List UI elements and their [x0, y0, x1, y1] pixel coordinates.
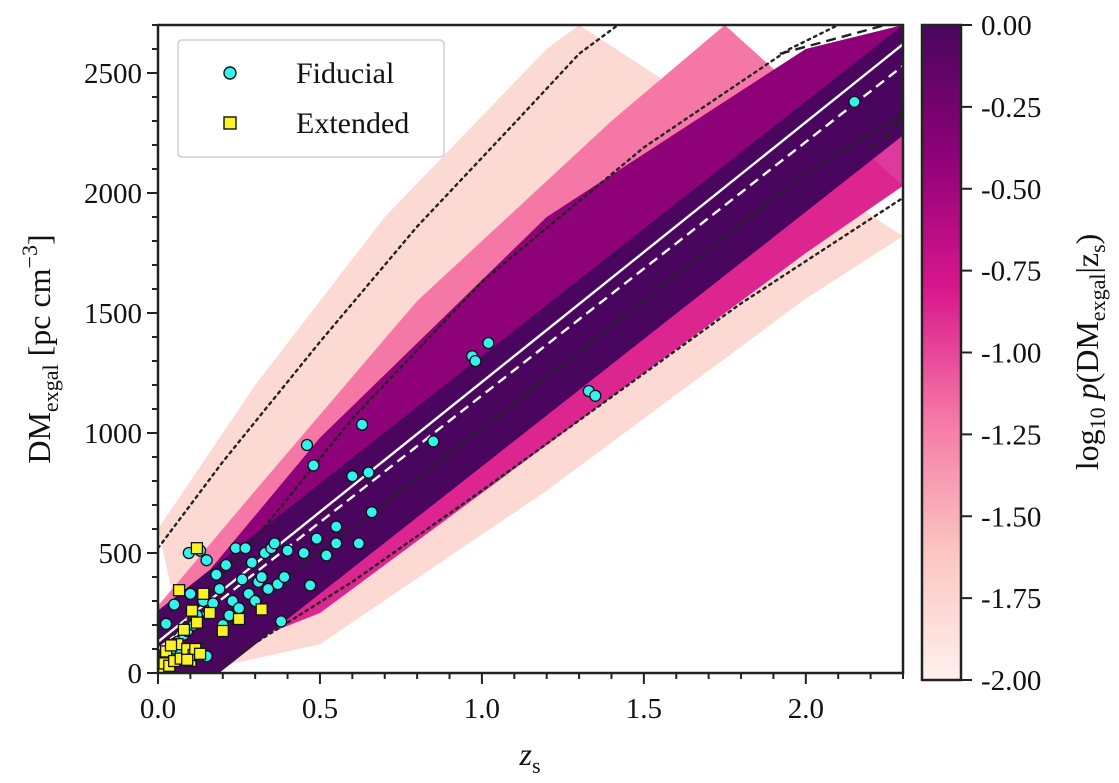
plot-area: 0.0 0.5 1.0 1.5 2.0 0 500 1000 1500 2000 2500 — [84, 23, 905, 725]
y-tick-label: 2000 — [84, 178, 142, 210]
model-line-dotted-3 — [172, 25, 840, 636]
point-fiducial-60 — [482, 336, 495, 350]
point-extended-19 — [216, 624, 229, 638]
point-fiducial-53 — [352, 537, 365, 550]
x-tick-label: 0.5 — [302, 693, 338, 725]
point-fiducial-62 — [589, 389, 602, 402]
point-fiducial-54 — [355, 418, 369, 431]
data-points — [158, 95, 861, 673]
model-line-dotted-2 — [158, 25, 620, 550]
point-extended-15 — [190, 616, 204, 629]
point-fiducial-45 — [300, 438, 314, 452]
density-map — [158, 25, 903, 673]
point-fiducial-3 — [159, 617, 173, 630]
y-tick-label: 0 — [128, 658, 143, 690]
point-extended-23 — [181, 653, 194, 666]
point-extended-16 — [193, 647, 207, 660]
model-line-solid-0 — [158, 43, 903, 643]
colorbar-tick-label: -0.25 — [981, 92, 1041, 124]
point-fiducial-41 — [274, 615, 288, 628]
point-fiducial-22 — [213, 582, 226, 596]
point-fiducial-32 — [245, 556, 259, 569]
colorbar-tick-label: -2.00 — [981, 665, 1041, 697]
legend-marker-extended — [223, 116, 237, 130]
y-tick-label: 500 — [99, 538, 143, 570]
model-line-dotted-7 — [221, 196, 903, 665]
model-line-dotted-5 — [172, 112, 903, 667]
colorbar-tick-label: -1.25 — [981, 419, 1041, 451]
point-fiducial-63 — [848, 95, 861, 108]
model-line-dashed-1 — [158, 64, 903, 650]
point-fiducial-37 — [261, 582, 275, 596]
colorbar: 0.00 -0.25 -0.50 -0.75 -1.00 -1.25 -1.50 -1.75 -… — [920, 10, 1112, 697]
point-fiducial-51 — [330, 520, 343, 533]
x-tick-label: 1.0 — [464, 693, 500, 725]
point-extended-18 — [203, 606, 216, 620]
point-fiducial-56 — [365, 506, 378, 519]
point-extended-20 — [232, 612, 246, 626]
point-fiducial-50 — [330, 537, 343, 550]
point-fiducial-29 — [236, 573, 249, 586]
point-extended-21 — [255, 603, 268, 616]
point-fiducial-24 — [219, 558, 233, 572]
point-fiducial-57 — [427, 435, 440, 448]
colorbar-tick-label: -1.50 — [981, 501, 1041, 533]
point-extended-14 — [190, 542, 204, 555]
point-extended-11 — [185, 604, 199, 617]
x-axis-label: zs — [518, 736, 540, 778]
legend-marker-fiducial — [223, 66, 237, 80]
legend-box — [177, 39, 445, 158]
legend: Fiducial Extended — [177, 39, 445, 158]
point-fiducial-48 — [310, 532, 323, 545]
point-fiducial-49 — [320, 549, 333, 562]
point-extended-6 — [172, 584, 186, 597]
y-axis-ticks: 0 500 1000 1500 2000 2500 — [84, 24, 158, 690]
model-line-dashed-4 — [779, 25, 890, 55]
point-fiducial-21 — [210, 568, 223, 581]
colorbar-tick-label: -0.75 — [981, 256, 1041, 288]
colorbar-label: log10 p(DMexgal|zs) — [1069, 234, 1112, 471]
point-fiducial-42 — [278, 570, 291, 584]
point-fiducial-52 — [346, 470, 359, 483]
colorbar-tick-label: -1.00 — [981, 338, 1041, 370]
x-axis-ticks: 0.0 0.5 1.0 1.5 2.0 — [140, 673, 904, 725]
density-ridge — [158, 25, 903, 673]
point-fiducial-43 — [281, 544, 294, 557]
point-fiducial-47 — [307, 459, 320, 472]
model-lines — [158, 25, 903, 667]
point-extended-17 — [197, 587, 210, 600]
point-fiducial-30 — [239, 542, 252, 555]
legend-label-extended: Extended — [296, 107, 409, 140]
point-fiducial-35 — [255, 570, 268, 584]
colorbar-tick-label: -1.75 — [981, 583, 1041, 615]
plot-frame — [156, 23, 905, 675]
point-fiducial-28 — [232, 602, 246, 615]
point-fiducial-6 — [168, 598, 181, 611]
point-fiducial-13 — [184, 587, 197, 600]
x-tick-label: 1.5 — [626, 693, 662, 725]
y-tick-label: 2500 — [84, 58, 142, 90]
point-fiducial-18 — [200, 554, 213, 567]
point-extended-22 — [164, 639, 178, 652]
model-line-dashed-6 — [869, 106, 903, 151]
point-fiducial-44 — [297, 546, 310, 560]
colorbar-gradient — [920, 23, 963, 682]
point-fiducial-39 — [268, 537, 281, 550]
point-fiducial-46 — [304, 579, 317, 592]
legend-label-fiducial: Fiducial — [296, 57, 394, 90]
colorbar-tick-label: 0.00 — [981, 10, 1032, 42]
x-tick-label: 0.0 — [140, 693, 176, 725]
y-tick-label: 1500 — [84, 298, 142, 330]
colorbar-ticks: 0.00 -0.25 -0.50 -0.75 -1.00 -1.25 -1.50 -1.75 -… — [961, 10, 1041, 697]
colorbar-tick-label: -0.50 — [981, 174, 1041, 206]
point-fiducial-55 — [362, 466, 375, 479]
y-tick-label: 1000 — [84, 418, 142, 450]
y-axis-label: DMexgal [pc cm−3] — [17, 234, 63, 463]
x-tick-label: 2.0 — [788, 693, 824, 725]
point-extended-8 — [177, 623, 191, 636]
point-fiducial-59 — [469, 354, 482, 368]
